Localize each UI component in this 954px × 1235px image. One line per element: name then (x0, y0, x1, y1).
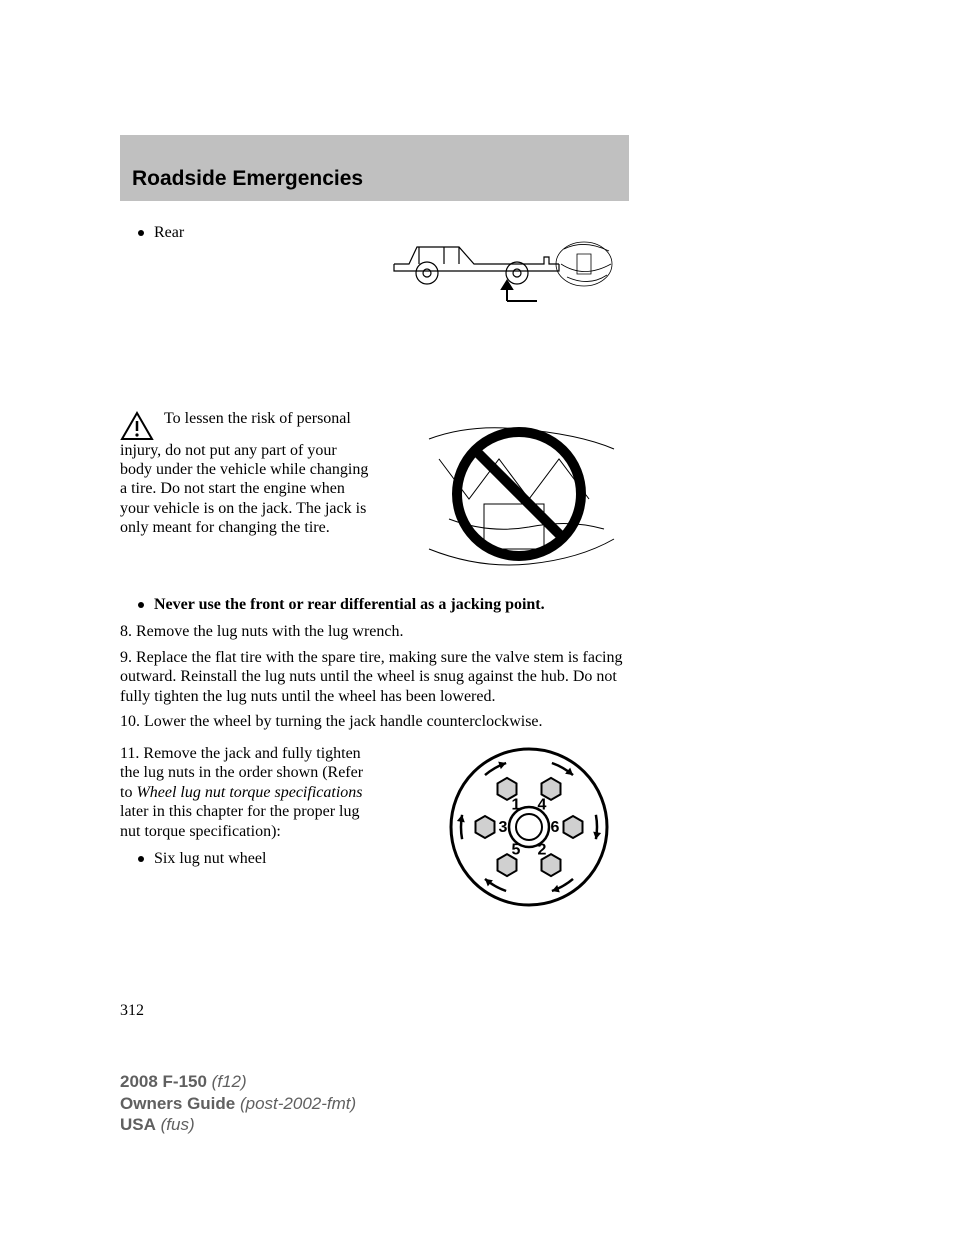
footer-code-2: (post-2002-fmt) (235, 1094, 356, 1113)
step-11-block: 14 3 6 52 11. Remove the jack and fully tig… (120, 738, 629, 912)
step-9: 9. Replace the flat tire with the spare … (120, 648, 629, 707)
bullet-rear-text: Rear (154, 223, 184, 242)
prohibit-figure (409, 409, 629, 579)
prohibit-illustration-icon (409, 409, 629, 579)
step-11-post: later in this chapter for the proper lug… (120, 803, 359, 840)
svg-text:3: 3 (499, 819, 508, 836)
footer-line-1: 2008 F-150 (f12) (120, 1071, 356, 1092)
step-10: 10. Lower the wheel by turning the jack … (120, 712, 629, 732)
page-number: 312 (120, 1002, 629, 1020)
step-8: 8. Remove the lug nuts with the lug wren… (120, 622, 629, 642)
warning-text-col: To lessen the risk of personal injury, d… (120, 409, 372, 537)
step-11-text-col: 11. Remove the jack and fully tighten th… (120, 744, 372, 869)
svg-text:6: 6 (551, 819, 560, 836)
svg-text:1: 1 (512, 796, 521, 813)
truck-figure (389, 215, 629, 309)
warning-block: To lessen the risk of personal injury, d… (120, 409, 629, 579)
footer-model: 2008 F-150 (120, 1072, 207, 1091)
svg-text:4: 4 (538, 796, 547, 813)
section-title: Roadside Emergencies (132, 167, 617, 191)
step-11: 11. Remove the jack and fully tighten th… (120, 744, 372, 842)
bullet-dot-icon (138, 230, 144, 236)
warning-text: To lessen the risk of personal injury, d… (120, 410, 368, 536)
rear-block: Rear (120, 215, 629, 309)
svg-text:2: 2 (538, 841, 547, 858)
section-header: Roadside Emergencies (120, 135, 629, 201)
footer-code-3: (fus) (156, 1115, 195, 1134)
footer: 2008 F-150 (f12) Owners Guide (post-2002… (120, 1071, 356, 1135)
footer-line-3: USA (fus) (120, 1114, 356, 1135)
bullet-dot-icon (138, 602, 144, 608)
lug-diagram: 14 3 6 52 (429, 742, 629, 912)
step-11-italic: Wheel lug nut torque specifications (136, 784, 362, 801)
bullet-differential: Never use the front or rear differential… (138, 595, 629, 614)
svg-text:5: 5 (512, 841, 521, 858)
bullet-rear: Rear (138, 223, 379, 242)
footer-code-1: (f12) (207, 1072, 247, 1091)
truck-illustration-icon (389, 215, 629, 309)
bullet-six-lug: Six lug nut wheel (138, 849, 372, 868)
footer-guide: Owners Guide (120, 1094, 235, 1113)
bullet-dot-icon (138, 856, 144, 862)
footer-region: USA (120, 1115, 156, 1134)
page: Roadside Emergencies (0, 0, 954, 1235)
bullet-differential-text: Never use the front or rear differential… (154, 595, 545, 614)
warning-triangle-icon (120, 411, 154, 441)
bullet-six-lug-text: Six lug nut wheel (154, 849, 266, 868)
footer-line-2: Owners Guide (post-2002-fmt) (120, 1093, 356, 1114)
lug-diagram-icon: 14 3 6 52 (429, 742, 629, 912)
